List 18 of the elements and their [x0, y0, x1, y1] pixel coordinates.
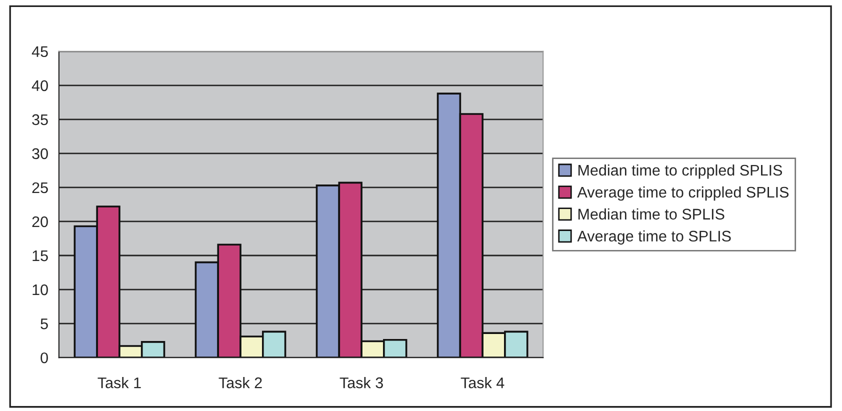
legend-label: Average time to SPLIS [577, 230, 731, 245]
y-tick-label: 0 [40, 352, 48, 364]
y-tick-label: 5 [40, 318, 48, 330]
y-tick-label: 20 [32, 216, 48, 228]
x-tick-label: Task 4 [460, 377, 504, 388]
legend-label: Average time to crippled SPLIS [577, 186, 789, 201]
legend-label: Median time to crippled SPLIS [578, 164, 782, 179]
x-tick-label: Task 3 [340, 377, 383, 388]
legend-label: Median time to SPLIS [578, 208, 724, 220]
y-tick-label: 25 [32, 182, 48, 194]
y-tick-label: 10 [32, 284, 48, 296]
y-tick-label: 30 [32, 148, 48, 160]
x-tick-label: Task 1 [98, 377, 141, 388]
y-tick-label: 35 [32, 114, 48, 126]
y-tick-label: 45 [32, 46, 48, 58]
x-tick-label: Task 2 [218, 377, 262, 388]
y-tick-label: 15 [32, 250, 48, 262]
y-tick-label: 40 [32, 80, 48, 92]
